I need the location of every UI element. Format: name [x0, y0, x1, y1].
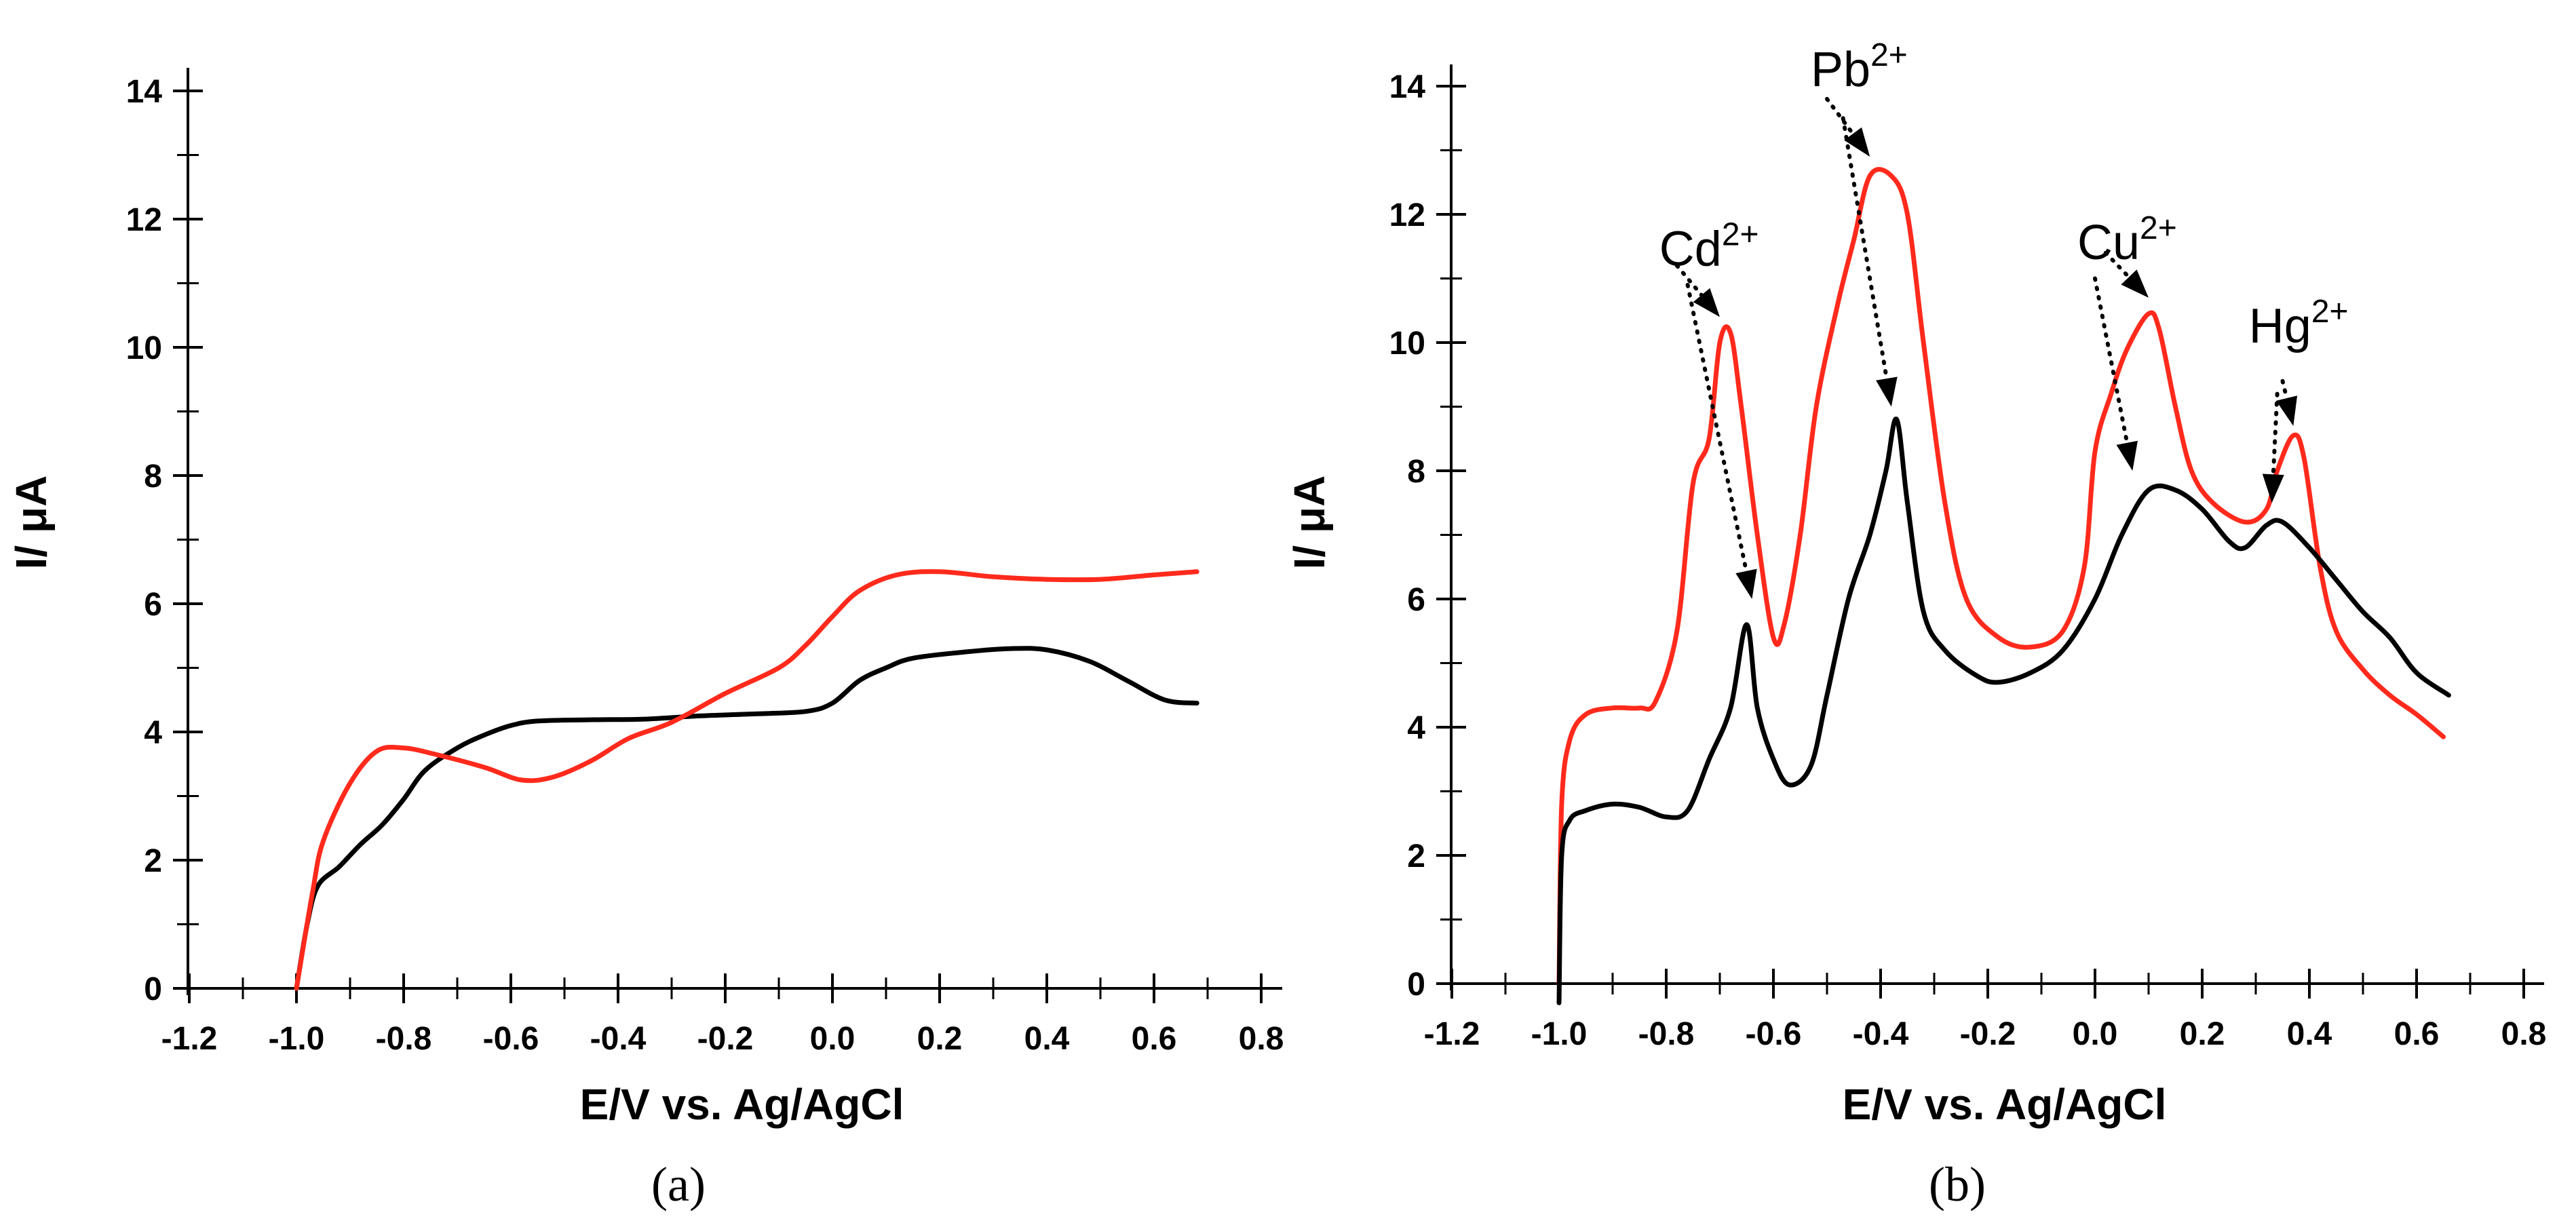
y-tick-label: 4: [1407, 710, 1425, 746]
x-tick-label: -0.6: [1746, 1016, 1802, 1052]
x-tick-label: -0.2: [697, 1021, 754, 1057]
dotted-arrow-shaft: [1674, 263, 1704, 297]
dotted-arrow-shaft: [1825, 96, 1856, 136]
dotted-arrow-head: [2262, 473, 2284, 503]
dotted-arrow-shaft: [2093, 276, 2130, 445]
peak-annotation: Cu2+: [2077, 210, 2177, 270]
y-tick-label: 2: [144, 843, 162, 879]
x-tick-label: 0.2: [917, 1021, 963, 1057]
y-tick-label: 0: [1407, 967, 1425, 1003]
dotted-arrow-head: [2275, 395, 2298, 426]
dotted-arrow-shaft: [2271, 391, 2280, 477]
y-tick-label: 12: [126, 202, 162, 238]
dotted-arrow-head: [2116, 440, 2138, 471]
x-tick-label: 0.4: [2287, 1016, 2332, 1052]
y-tick-label: 14: [126, 74, 163, 110]
series-line-black: [1556, 417, 2451, 1005]
y-axis-title: I/ μA: [7, 476, 56, 570]
chart-panel-a: 0 2 4 6 8 10 12 14 -1.2 -1.0 -0.8 -0.6 -0.4 -0.2 0.0 0.…: [7, 68, 1284, 1212]
y-tick-label: 12: [1389, 197, 1425, 233]
series-line-red: [294, 569, 1199, 991]
dotted-arrow-head: [1844, 127, 1870, 157]
x-tick-label: 0.0: [810, 1021, 856, 1057]
x-tick-label: 0.2: [2180, 1016, 2225, 1052]
dotted-arrow-head: [1735, 568, 1757, 599]
x-tick-label: 0.6: [2394, 1016, 2440, 1052]
y-tick-label: 4: [144, 715, 162, 751]
y-tick-label: 10: [1389, 326, 1425, 362]
dotted-arrow-shaft: [1841, 116, 1889, 381]
x-tick-label: 0.6: [1132, 1021, 1177, 1057]
x-axis-title: E/V vs. Ag/AgCl: [580, 1080, 904, 1129]
x-tick-label: -1.2: [1424, 1016, 1480, 1052]
y-tick-label: 8: [1407, 454, 1425, 490]
y-tick-label: 0: [144, 971, 162, 1007]
chart-panel-b: 0 2 4 6 8 10 12 14 -1.2 -1.0 -0.8 -0.6 -0.4 -0.2 0.0 0.…: [1285, 37, 2546, 1212]
x-tick-label: -0.6: [483, 1021, 539, 1057]
x-axis-title: E/V vs. Ag/AgCl: [1843, 1080, 2167, 1129]
x-tick-label: -1.2: [161, 1021, 218, 1057]
dotted-arrow-shaft: [2103, 250, 2131, 279]
x-tick-label: -1.0: [269, 1021, 325, 1057]
y-axis-title: I/ μA: [1285, 476, 1334, 570]
y-tick-label: 10: [126, 330, 162, 366]
series-line-black: [294, 646, 1199, 991]
dotted-arrow-shaft: [1685, 282, 1748, 573]
peak-annotation: Pb2+: [1811, 37, 1908, 97]
y-tick-label: 6: [1407, 582, 1425, 618]
x-tick-label: -0.8: [1638, 1016, 1695, 1052]
x-tick-label: -1.0: [1531, 1016, 1588, 1052]
x-tick-label: 0.0: [2073, 1016, 2118, 1052]
panel-label: (b): [1929, 1157, 1986, 1212]
panel-label: (a): [651, 1157, 706, 1212]
peak-annotation: Hg2+: [2249, 294, 2349, 353]
x-tick-label: 0.8: [2501, 1016, 2547, 1052]
x-tick-label: -0.8: [376, 1021, 432, 1057]
x-tick-label: -0.4: [1853, 1016, 1909, 1052]
y-tick-label: 14: [1389, 69, 1426, 105]
series-line-red: [1556, 167, 2446, 986]
y-tick-label: 6: [144, 587, 162, 623]
y-tick-label: 8: [144, 459, 162, 495]
dotted-arrow-shaft: [2280, 379, 2289, 400]
dotted-arrow-head: [1876, 376, 1898, 407]
peak-annotation: Cd2+: [1659, 217, 1759, 277]
y-tick-label: 2: [1407, 838, 1425, 874]
x-tick-label: -0.2: [1960, 1016, 2016, 1052]
dotted-arrow-head: [2121, 269, 2149, 298]
x-tick-label: -0.4: [590, 1021, 647, 1057]
x-tick-label: 0.8: [1239, 1021, 1284, 1057]
dotted-arrow-head: [1693, 288, 1720, 317]
x-tick-label: 0.4: [1024, 1021, 1070, 1057]
